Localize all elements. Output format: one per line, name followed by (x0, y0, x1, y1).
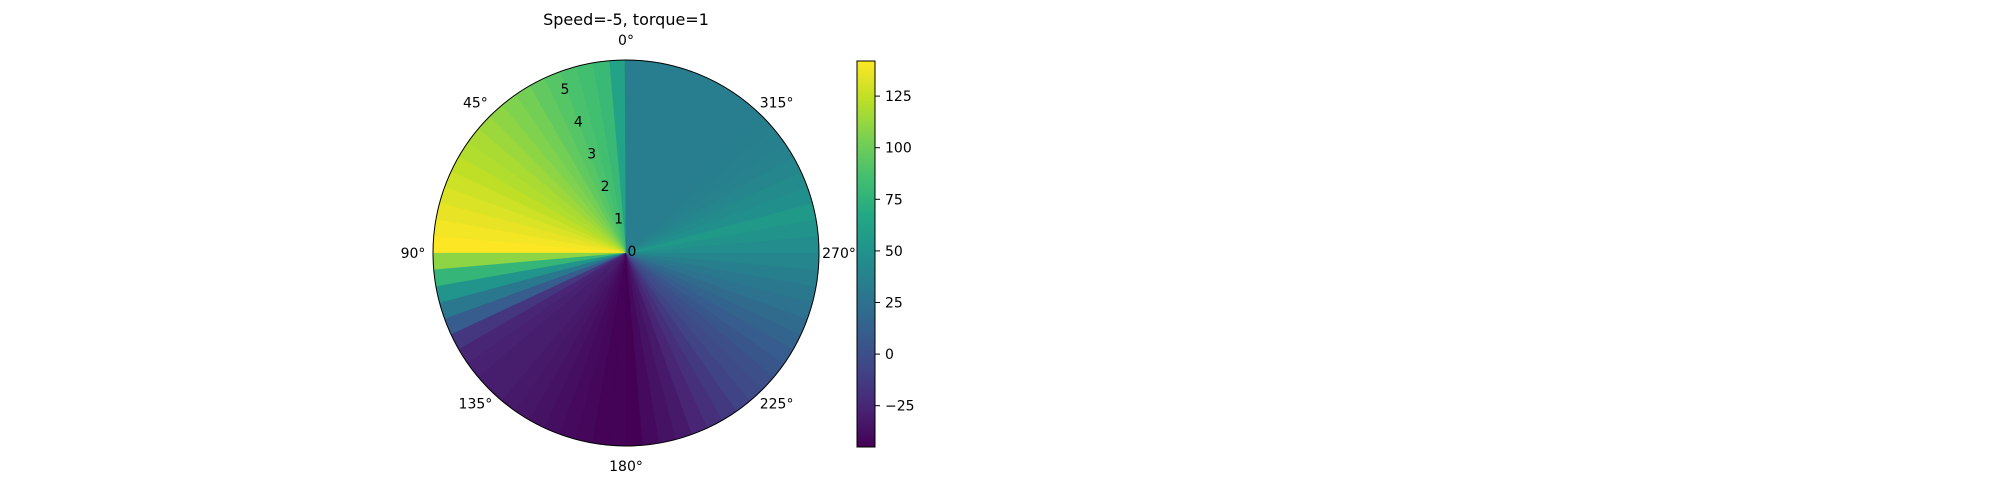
radial-tick-label: 5 (560, 82, 569, 98)
polar-wedges (432, 59, 820, 447)
radial-tick-labels: 01 23 45 (560, 82, 636, 260)
theta-tick-label: 0° (618, 33, 634, 49)
radial-tick-label: 0 (628, 244, 637, 260)
chart-title: Speed=-5, torque=1 (543, 10, 709, 29)
theta-tick-label: 270° (822, 246, 856, 262)
theta-tick-label: 315° (760, 95, 794, 111)
theta-tick-label: 225° (760, 397, 794, 413)
colorbar-tick-label: 125 (885, 89, 912, 105)
radial-tick-label: 3 (587, 147, 596, 163)
colorbar-tick-label: 50 (885, 244, 903, 260)
polar-outer-border (432, 59, 820, 447)
theta-tick-label: 90° (401, 246, 426, 262)
colorbar-tick-label: 75 (885, 192, 903, 208)
colorbar-bar (856, 60, 876, 448)
colorbar-tick-label: 0 (885, 347, 894, 363)
radial-tick-label: 4 (574, 114, 583, 130)
theta-tick-label: 45° (463, 95, 488, 111)
theta-tick-label: 135° (459, 397, 493, 413)
radial-tick-label: 2 (601, 179, 610, 195)
colorbar-ticks: −25 0 25 50 75 100 125 (875, 89, 915, 415)
colorbar: −25 0 25 50 75 100 125 (856, 60, 915, 448)
theta-tick-label: 180° (609, 459, 643, 475)
colorbar-tick-label: −25 (885, 399, 915, 415)
colorbar-tick-label: 100 (885, 141, 912, 157)
radial-tick-label: 1 (614, 212, 623, 228)
colorbar-tick-label: 25 (885, 296, 903, 312)
theta-tick-labels: 0° 315° 270° 225° 180° 135° 90° 45° (401, 33, 856, 475)
